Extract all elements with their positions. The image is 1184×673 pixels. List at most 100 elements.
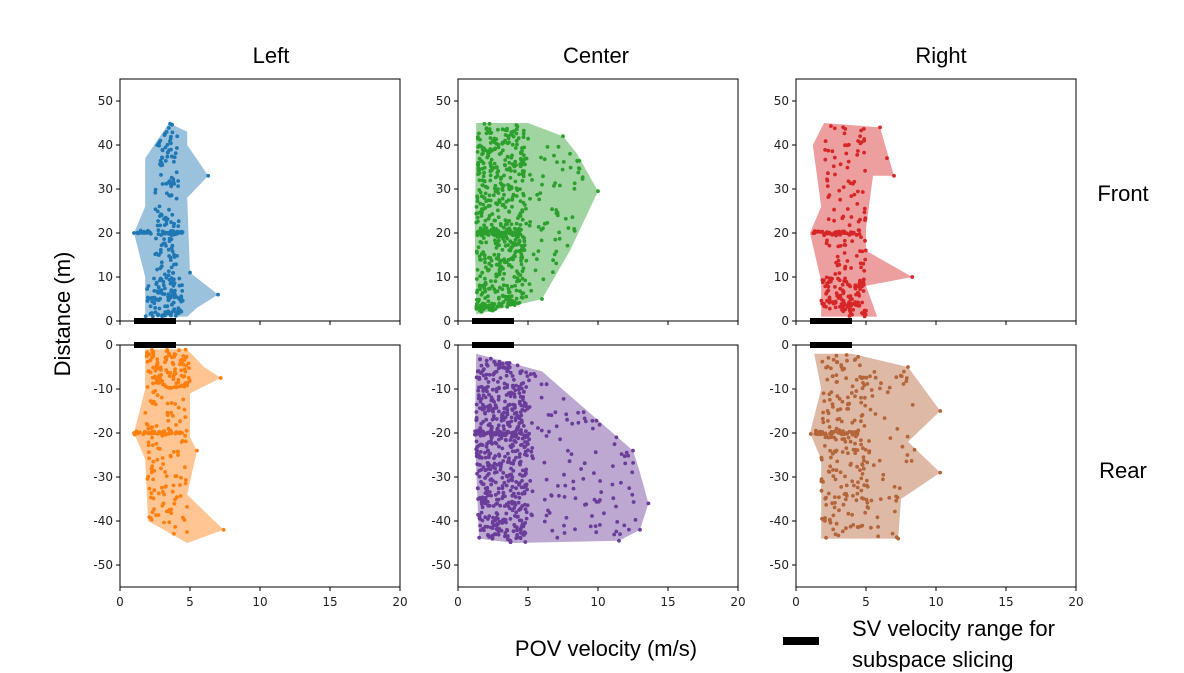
data-point: [890, 531, 895, 536]
data-point: [156, 313, 160, 318]
data-point: [177, 283, 182, 288]
data-point: [826, 419, 830, 423]
data-point: [575, 159, 580, 163]
data-point: [841, 429, 845, 434]
data-point: [839, 419, 844, 424]
data-point: [158, 365, 163, 370]
data-point: [474, 410, 479, 414]
data-point: [163, 360, 167, 365]
data-point: [521, 395, 526, 399]
data-point: [552, 153, 556, 158]
y-tick-label: 10: [98, 270, 113, 284]
data-point: [513, 449, 518, 454]
data-point: [509, 265, 514, 269]
y-tick-label: -10: [769, 382, 789, 396]
data-point: [614, 529, 619, 534]
data-point: [172, 307, 177, 311]
x-tick-label: 20: [392, 595, 407, 609]
data-point: [881, 472, 886, 477]
data-point: [861, 496, 866, 501]
data-point: [566, 448, 570, 453]
data-point: [842, 131, 847, 136]
data-point: [868, 407, 873, 412]
data-point: [835, 254, 840, 259]
data-point: [843, 264, 848, 269]
data-point: [183, 347, 188, 352]
data-point: [865, 382, 870, 386]
data-point: [483, 296, 488, 300]
data-point: [569, 452, 574, 456]
data-point: [474, 304, 479, 308]
data-point: [820, 416, 825, 421]
data-point: [885, 156, 889, 161]
data-point: [493, 183, 498, 188]
data-point: [522, 145, 527, 150]
data-point: [158, 296, 163, 301]
data-point: [850, 312, 854, 317]
data-point: [910, 403, 915, 407]
data-point: [871, 463, 876, 468]
data-point: [151, 477, 156, 482]
data-point: [562, 472, 566, 477]
data-point: [859, 476, 864, 481]
data-point: [502, 410, 506, 415]
data-point: [178, 494, 183, 498]
data-point: [158, 447, 162, 451]
data-point: [527, 405, 532, 409]
data-point: [843, 276, 847, 281]
data-point: [492, 456, 496, 461]
data-point: [547, 511, 552, 515]
data-point: [493, 279, 498, 284]
sv-velocity-range-bar: [472, 318, 514, 324]
data-point: [825, 377, 830, 382]
data-point: [553, 237, 558, 242]
data-point: [904, 459, 909, 464]
data-point: [151, 399, 156, 404]
data-point: [515, 279, 519, 284]
data-point: [863, 238, 867, 243]
data-point: [154, 365, 159, 370]
data-point: [475, 135, 480, 140]
subplot-center-front: 0 10 20 30 40 50: [436, 78, 739, 328]
x-tick-label: 5: [524, 595, 532, 609]
data-point: [614, 435, 619, 440]
data-point: [830, 374, 835, 379]
data-point: [501, 237, 505, 241]
data-point: [161, 279, 166, 284]
data-point: [576, 170, 581, 175]
data-point: [143, 411, 148, 415]
data-point: [163, 313, 167, 318]
data-point: [502, 480, 507, 485]
data-point: [853, 451, 858, 456]
data-point: [481, 465, 486, 470]
data-point: [489, 263, 494, 268]
data-point: [510, 485, 515, 489]
data-point: [157, 373, 162, 378]
data-point: [827, 470, 832, 474]
data-point: [840, 288, 845, 293]
data-point: [850, 430, 855, 435]
data-point: [166, 418, 171, 423]
data-point: [523, 444, 528, 448]
data-point: [521, 131, 526, 136]
data-point: [478, 528, 483, 532]
data-point: [546, 413, 551, 417]
data-point: [909, 459, 914, 463]
scatter-points: [132, 121, 220, 319]
data-point: [862, 383, 867, 388]
data-point: [176, 219, 181, 224]
y-tick-label: 50: [436, 94, 451, 108]
data-point: [536, 225, 541, 229]
data-point: [183, 481, 188, 486]
data-point: [824, 535, 828, 540]
data-point: [830, 430, 835, 435]
data-point: [496, 145, 501, 150]
data-point: [834, 353, 839, 358]
data-point: [530, 178, 534, 182]
data-point: [540, 297, 544, 301]
data-point: [854, 431, 858, 435]
data-point: [486, 533, 490, 538]
data-point: [488, 525, 493, 530]
data-point: [831, 474, 836, 478]
data-point: [521, 390, 526, 394]
